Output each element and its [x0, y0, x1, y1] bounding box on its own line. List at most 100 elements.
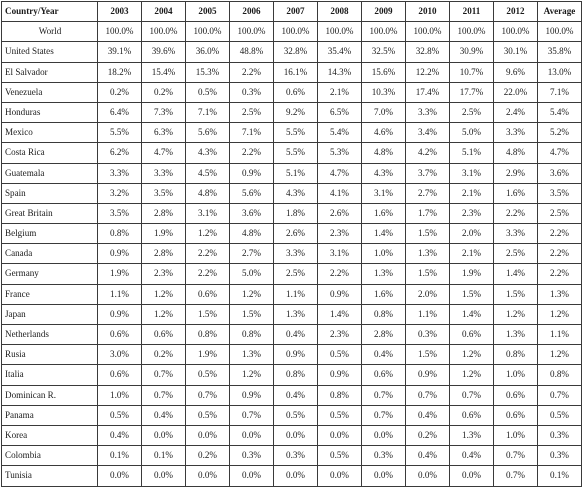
value-cell: 0.3% [229, 81, 274, 103]
value-cell: 100.0% [405, 21, 450, 43]
value-cell: 0.9% [273, 344, 318, 366]
value-cell: 0.4% [405, 445, 450, 467]
value-cell: 2.8% [361, 323, 406, 346]
table-row: World 100.0% 100.0% 100.0% 100.0% 100.0% 100.0… [1, 21, 582, 43]
value-cell: 1.2% [141, 303, 186, 326]
value-cell: 2.7% [229, 243, 274, 265]
country-cell: Panama [1, 404, 98, 426]
value-cell: 0.3% [229, 445, 274, 467]
value-cell: 1.0% [97, 384, 142, 406]
value-cell: 0.8% [97, 223, 142, 245]
country-cell: Canada [1, 243, 98, 265]
value-cell: 100.0% [185, 21, 230, 43]
table-row: Panama 0.5% 0.4% 0.5% 0.7% 0.5% 0.5% 0.7% 0.4% 0.… [1, 404, 582, 426]
country-cell: United States [1, 41, 98, 63]
value-cell: 1.3% [405, 243, 450, 265]
value-cell: 0.0% [361, 465, 406, 487]
value-cell: 0.0% [273, 465, 318, 487]
country-cell: Costa Rica [1, 142, 98, 164]
value-cell: 0.2% [141, 344, 186, 366]
country-cell: France [1, 283, 98, 305]
value-cell: 4.3% [185, 142, 230, 164]
value-cell: 15.4% [141, 61, 186, 83]
value-cell: 1.0% [493, 424, 538, 447]
column-header: Average [537, 0, 582, 23]
value-cell: 0.3% [273, 445, 318, 467]
table-row: Costa Rica 6.2% 4.7% 4.3% 2.2% 5.5% 5.3% 4.8% 4.… [1, 142, 582, 164]
value-cell: 0.8% [185, 323, 230, 346]
value-cell: 30.9% [449, 41, 494, 63]
table-row: United States 39.1% 39.6% 36.0% 48.8% 32.8% 35… [1, 41, 582, 63]
value-cell: 100.0% [317, 21, 362, 43]
value-cell: 4.8% [185, 182, 230, 204]
value-cell: 5.6% [229, 182, 274, 204]
country-cell: Italia [1, 364, 98, 386]
value-cell: 0.7% [141, 364, 186, 386]
column-header: 2010 [405, 0, 450, 23]
column-header: 2004 [141, 0, 186, 23]
table-body: World 100.0% 100.0% 100.0% 100.0% 100.0% 100.0… [1, 21, 582, 487]
value-cell: 1.4% [317, 303, 362, 326]
value-cell: 5.1% [273, 162, 318, 184]
column-header: 2006 [229, 0, 274, 23]
value-cell: 0.6% [493, 384, 538, 406]
value-cell: 0.9% [229, 384, 274, 406]
value-cell: 3.1% [185, 202, 230, 225]
country-cell: Germany [1, 263, 98, 285]
value-cell: 0.6% [449, 404, 494, 426]
value-cell: 15.6% [361, 61, 406, 83]
value-cell: 0.7% [229, 404, 274, 426]
value-cell: 0.9% [97, 303, 142, 326]
value-cell: 2.9% [493, 162, 538, 184]
value-cell: 0.5% [273, 404, 318, 426]
value-cell: 0.0% [185, 424, 230, 447]
value-cell: 0.0% [141, 465, 186, 487]
value-cell: 1.0% [361, 243, 406, 265]
value-cell: 2.8% [141, 202, 186, 225]
value-cell: 3.4% [405, 122, 450, 144]
column-header: 2005 [185, 0, 230, 23]
table-row: Mexico 5.5% 6.3% 5.6% 7.1% 5.5% 5.4% 4.6% 3.4% 5.… [1, 122, 582, 144]
table-row: Germany 1.9% 2.3% 2.2% 5.0% 2.5% 2.2% 1.3% 1.5% 1… [1, 263, 582, 285]
value-cell: 48.8% [229, 41, 274, 63]
table-row: El Salvador 18.2% 15.4% 15.3% 2.2% 16.1% 14.3%… [1, 61, 582, 83]
value-cell: 0.8% [361, 303, 406, 326]
value-cell: 0.4% [97, 424, 142, 447]
value-cell: 0.0% [229, 424, 274, 447]
table-row: France 1.1% 1.2% 0.6% 1.2% 1.1% 0.9% 1.6% 2.0% 1.… [1, 283, 582, 305]
value-cell: 0.6% [141, 323, 186, 346]
value-cell: 2.3% [317, 223, 362, 245]
value-cell: 0.7% [493, 465, 538, 487]
country-cell: World [1, 21, 98, 43]
column-header: 2011 [449, 0, 494, 23]
value-cell: 0.4% [273, 323, 318, 346]
value-cell: 1.5% [493, 283, 538, 305]
value-cell: 1.5% [405, 263, 450, 285]
value-cell: 4.8% [229, 223, 274, 245]
value-cell: 6.4% [97, 101, 142, 124]
average-cell: 0.5% [537, 404, 582, 426]
value-cell: 1.6% [361, 202, 406, 225]
value-cell: 0.8% [493, 344, 538, 366]
value-cell: 1.5% [185, 303, 230, 326]
country-cell: Venezuela [1, 81, 98, 103]
value-cell: 100.0% [97, 21, 142, 43]
value-cell: 1.2% [141, 283, 186, 305]
country-cell: Tunisia [1, 465, 98, 487]
value-cell: 39.6% [141, 41, 186, 63]
value-cell: 1.3% [361, 263, 406, 285]
value-cell: 3.3% [273, 243, 318, 265]
value-cell: 0.4% [405, 404, 450, 426]
table-row: Japan 0.9% 1.2% 1.5% 1.5% 1.3% 1.4% 0.8% 1.1% 1.4… [1, 303, 582, 326]
value-cell: 10.7% [449, 61, 494, 83]
table-row: Dominican R. 1.0% 0.7% 0.7% 0.9% 0.4% 0.8% 0.7%… [1, 384, 582, 406]
value-cell: 0.6% [273, 81, 318, 103]
average-cell: 0.1% [537, 465, 582, 487]
value-cell: 0.0% [361, 424, 406, 447]
value-cell: 0.8% [317, 384, 362, 406]
value-cell: 0.9% [317, 364, 362, 386]
value-cell: 1.6% [493, 182, 538, 204]
value-cell: 4.3% [273, 182, 318, 204]
value-cell: 7.3% [141, 101, 186, 124]
average-cell: 0.7% [537, 384, 582, 406]
